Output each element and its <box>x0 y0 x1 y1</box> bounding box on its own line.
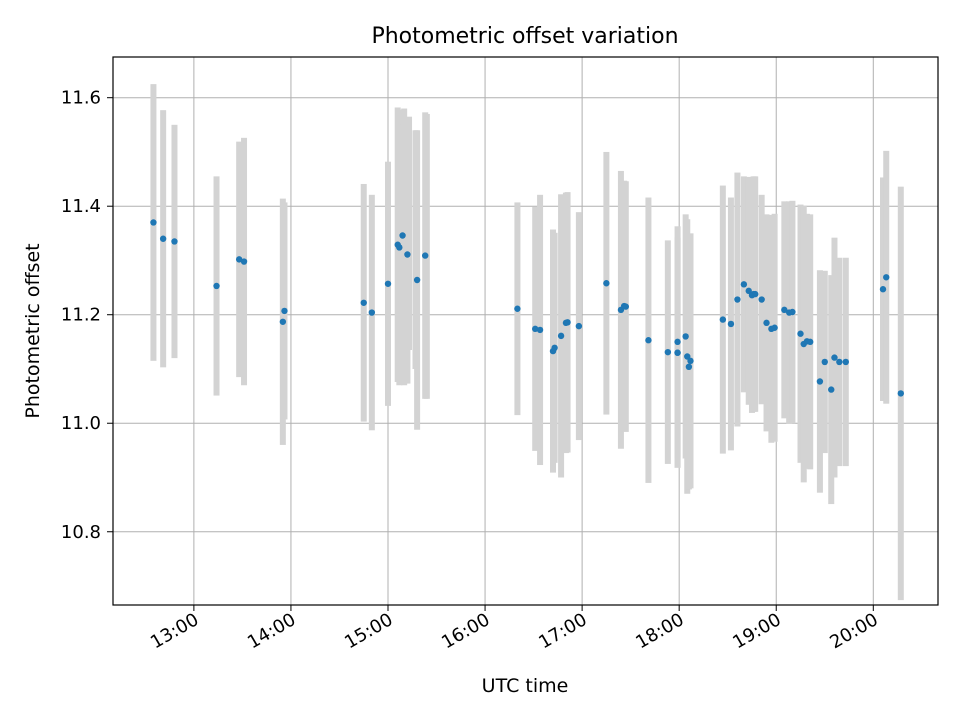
y-axis: 10.8 11.0 11.2 11.4 11.6 <box>61 88 113 543</box>
data-point <box>575 322 583 330</box>
data-point <box>828 386 835 393</box>
data-point <box>727 320 735 328</box>
data-point <box>897 390 904 397</box>
y-axis-label: Photometric offset <box>22 243 44 418</box>
data-point <box>674 338 681 346</box>
data-point <box>879 286 887 293</box>
data-point <box>404 251 411 258</box>
data-point <box>831 354 838 361</box>
error-bar <box>406 116 413 350</box>
data-point <box>734 296 741 303</box>
data-point <box>171 238 178 245</box>
data-point <box>883 274 890 281</box>
data-point <box>360 299 367 306</box>
data-point <box>797 330 804 337</box>
data-point <box>240 258 248 265</box>
data-point <box>564 319 571 326</box>
data-point <box>752 290 759 298</box>
data-point <box>789 308 796 316</box>
data-point <box>682 333 689 340</box>
y-tick-label: 11.4 <box>61 196 101 217</box>
data-point <box>740 281 748 288</box>
data-point <box>413 276 421 284</box>
data-point <box>150 219 157 226</box>
data-point <box>664 348 672 356</box>
data-point <box>622 303 629 310</box>
data-point <box>674 349 681 356</box>
data-point <box>159 235 167 242</box>
data-point <box>763 319 770 327</box>
data-point <box>821 358 828 366</box>
data-point <box>758 296 765 303</box>
data-point <box>557 332 565 340</box>
data-point <box>384 280 392 287</box>
data-points <box>150 219 904 397</box>
data-point <box>281 307 288 315</box>
data-point <box>719 316 727 323</box>
data-point <box>532 325 539 333</box>
error-bar <box>401 108 408 386</box>
data-point <box>235 256 243 263</box>
data-point <box>551 344 558 352</box>
data-point <box>396 244 403 251</box>
y-tick-label: 11.0 <box>61 413 101 434</box>
data-point <box>399 232 406 239</box>
data-point <box>687 357 694 365</box>
data-point <box>645 337 652 344</box>
data-point <box>842 358 849 366</box>
data-point <box>807 338 814 346</box>
data-point <box>685 363 693 371</box>
data-point <box>514 305 521 312</box>
data-point <box>603 280 610 287</box>
data-point <box>816 378 824 385</box>
chart-title: Photometric offset variation <box>371 24 678 49</box>
data-point <box>368 309 376 316</box>
y-tick-label: 11.2 <box>61 305 101 326</box>
data-point <box>279 318 287 325</box>
y-tick-label: 10.8 <box>61 522 101 543</box>
data-point <box>213 282 220 290</box>
data-point <box>422 252 429 259</box>
plot-frame <box>112 56 939 606</box>
data-point <box>536 326 544 334</box>
error-bar <box>412 130 419 369</box>
data-point <box>771 324 778 331</box>
y-tick-label: 11.6 <box>61 88 101 109</box>
data-point <box>836 358 843 366</box>
data-point <box>781 306 788 314</box>
x-axis-label: UTC time <box>482 675 569 697</box>
